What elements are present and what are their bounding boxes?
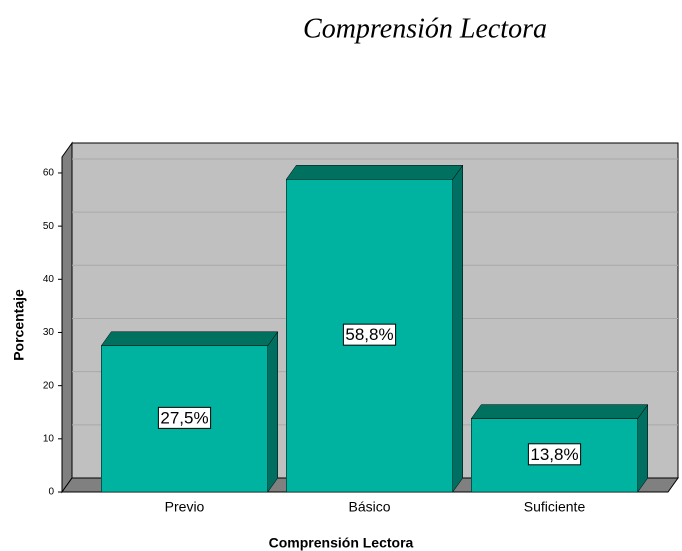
y-axis-title: Porcentaje (11, 289, 27, 361)
bar-top (285, 165, 464, 180)
bar-side (267, 330, 278, 493)
y-tick-label: 0 (48, 487, 54, 498)
value-label-box (342, 323, 397, 346)
chart-title: Comprensión Lectora (303, 13, 547, 44)
y-tick-label: 30 (43, 327, 55, 338)
bar-side (452, 164, 463, 493)
bar-top (100, 331, 279, 347)
y-tick-label: 50 (43, 221, 55, 232)
value-label: 13,8% (530, 445, 578, 464)
y-tick-label: 60 (43, 168, 55, 179)
value-label-box (527, 443, 582, 466)
x-tick-label: Previo (165, 499, 205, 515)
y-tick-label: 20 (43, 380, 55, 391)
value-label: 58,8% (345, 325, 393, 344)
y-tick-label: 10 (43, 433, 55, 444)
value-label: 27,5% (160, 408, 208, 427)
x-tick-label: Básico (348, 499, 390, 515)
bar-side (637, 403, 648, 493)
x-axis-title: Comprensión Lectora (269, 535, 414, 551)
x-tick-label: Suficiente (524, 499, 586, 515)
value-label-box (157, 406, 212, 429)
y-tick-label: 40 (43, 274, 55, 285)
bar-top (470, 404, 649, 419)
side-wall (61, 141, 73, 494)
